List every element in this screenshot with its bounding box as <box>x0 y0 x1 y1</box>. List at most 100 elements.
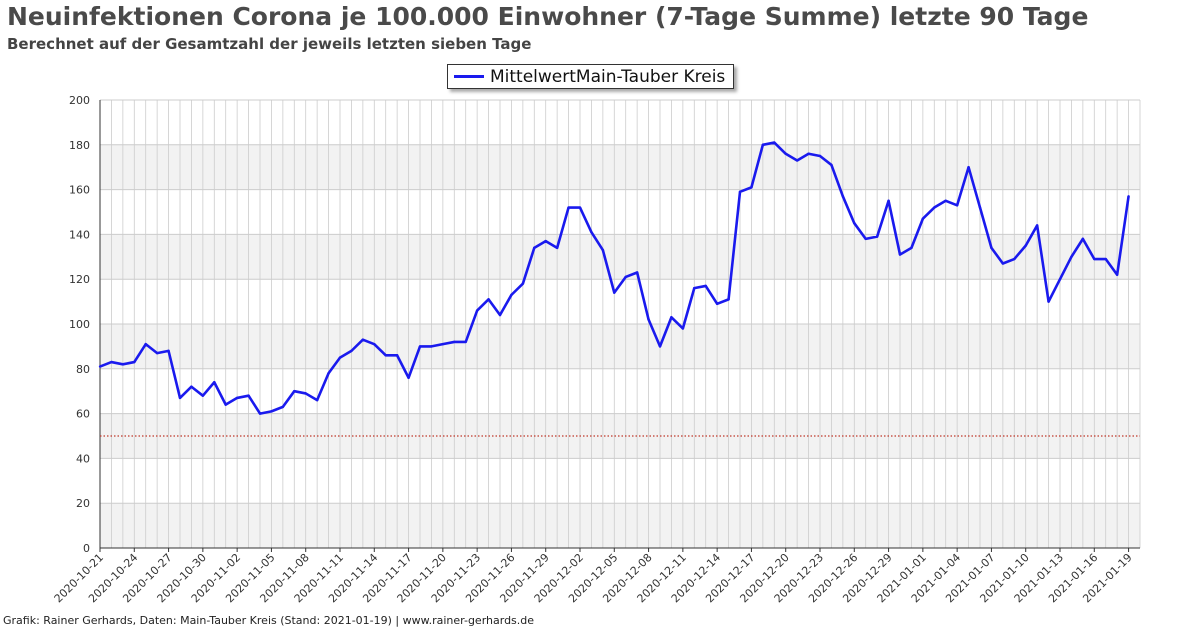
data-point <box>395 354 399 357</box>
data-point <box>270 410 273 413</box>
data-point <box>807 152 810 155</box>
data-point <box>304 392 307 395</box>
data-point <box>453 340 456 344</box>
y-tick-label: 0 <box>83 542 90 555</box>
data-point <box>315 398 319 402</box>
y-tick-label: 80 <box>76 363 90 376</box>
data-point <box>693 286 696 290</box>
data-point <box>933 206 936 209</box>
data-point <box>830 163 833 167</box>
y-tick-label: 20 <box>76 497 90 510</box>
data-point <box>1127 195 1130 198</box>
data-point <box>155 351 159 355</box>
chart-subtitle: Berechnet auf der Gesamtzahl der jeweils… <box>7 35 532 53</box>
data-point <box>955 204 959 207</box>
data-point <box>544 239 547 243</box>
legend: MittelwertMain-Tauber Kreis <box>447 64 735 89</box>
data-point <box>373 342 376 346</box>
data-point <box>1104 257 1107 261</box>
data-point <box>1093 257 1096 261</box>
background-band <box>100 324 1140 369</box>
y-tick-label: 180 <box>69 139 90 152</box>
data-point <box>1047 300 1050 303</box>
y-tick-label: 40 <box>76 452 90 465</box>
y-tick-label: 140 <box>69 228 90 241</box>
data-point <box>818 154 822 158</box>
data-point <box>441 342 445 346</box>
data-point <box>887 199 890 202</box>
data-point <box>967 166 970 169</box>
data-point <box>213 381 216 384</box>
data-point <box>418 345 422 348</box>
data-point <box>898 253 902 256</box>
data-point <box>1035 224 1039 227</box>
data-point <box>1024 244 1027 247</box>
data-point <box>1115 273 1119 276</box>
data-point <box>338 356 342 359</box>
data-point <box>567 206 570 209</box>
data-point <box>704 284 707 288</box>
data-point <box>167 349 170 353</box>
background-band <box>100 413 1140 459</box>
data-point <box>681 327 685 330</box>
data-point <box>258 412 262 415</box>
y-tick-label: 200 <box>69 94 90 107</box>
data-point <box>624 275 627 279</box>
data-point <box>498 313 502 317</box>
data-point <box>773 141 776 144</box>
data-point <box>784 152 787 155</box>
data-point <box>327 372 330 375</box>
data-point <box>1070 255 1073 258</box>
data-point <box>361 338 365 341</box>
data-point <box>1013 257 1016 261</box>
data-point <box>1081 237 1085 241</box>
legend-label: MittelwertMain-Tauber Kreis <box>490 66 726 87</box>
background-band <box>100 234 1140 280</box>
y-tick-label: 100 <box>69 318 90 331</box>
data-point <box>1058 278 1062 281</box>
data-point <box>670 316 673 319</box>
data-point <box>224 403 227 406</box>
y-tick-label: 120 <box>69 273 90 286</box>
data-point <box>1001 262 1005 265</box>
data-point <box>464 340 467 344</box>
y-tick-labels: 0 20 40 60 80 100 120 140 160 180 200 <box>69 94 90 555</box>
background-bands <box>100 144 1140 548</box>
data-point <box>658 345 662 348</box>
data-point <box>350 349 353 353</box>
data-point <box>190 385 193 388</box>
background-band <box>100 144 1140 190</box>
data-point <box>795 159 799 162</box>
data-point <box>110 360 113 364</box>
data-point <box>510 293 513 297</box>
data-point <box>475 309 479 312</box>
data-point <box>738 190 742 194</box>
data-point <box>864 237 867 241</box>
data-point <box>727 298 730 301</box>
data-point <box>144 342 147 346</box>
data-point <box>521 282 525 285</box>
data-point <box>533 246 536 250</box>
data-point <box>750 186 753 189</box>
data-point <box>555 246 559 250</box>
data-point <box>487 298 490 301</box>
data-point <box>293 390 296 393</box>
data-point <box>407 376 410 379</box>
data-point <box>121 363 125 366</box>
data-point <box>635 271 639 274</box>
data-point <box>590 230 593 234</box>
legend-swatch <box>454 75 484 78</box>
data-point <box>853 222 856 225</box>
data-point <box>98 365 102 368</box>
data-point <box>715 302 719 306</box>
data-point <box>990 246 993 250</box>
footer-credit: Grafik: Rainer Gerhards, Daten: Main-Tau… <box>3 614 535 627</box>
data-point <box>944 199 947 202</box>
data-point <box>601 248 605 252</box>
data-point <box>978 206 982 209</box>
data-point <box>613 291 616 294</box>
data-point <box>430 345 433 348</box>
y-tick-label: 60 <box>76 408 90 421</box>
axes <box>99 100 1140 549</box>
data-point <box>178 396 182 400</box>
